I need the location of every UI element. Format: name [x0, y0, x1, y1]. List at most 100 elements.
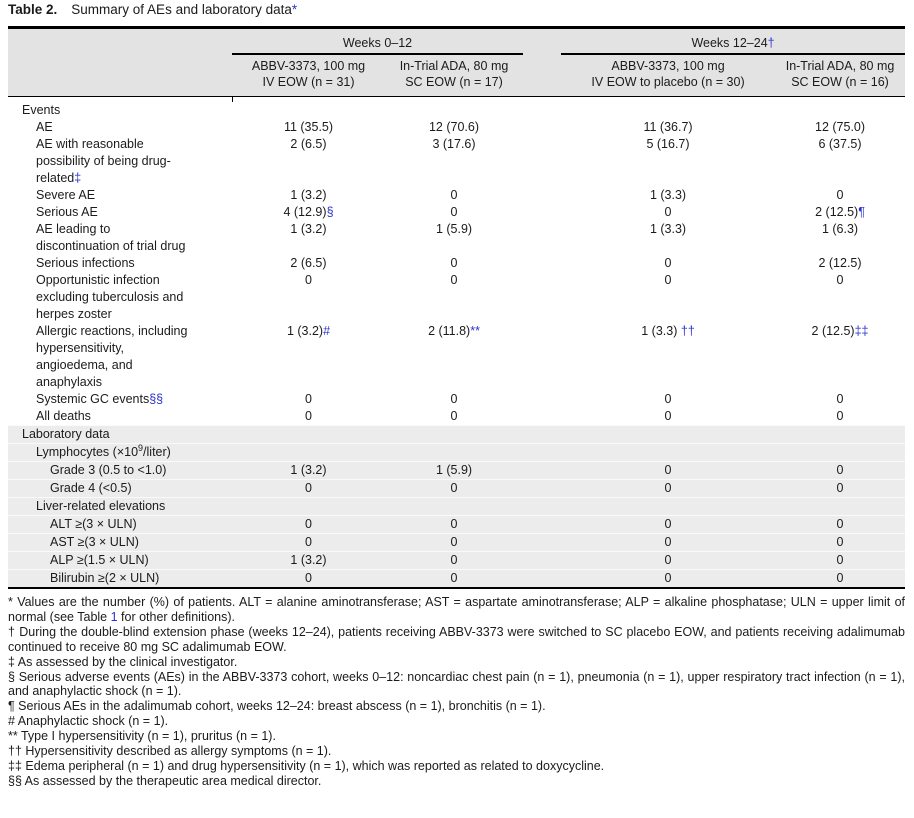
value-cell: 0: [836, 409, 844, 423]
value-cell: 0: [775, 551, 906, 570]
value-cell: 1 (5.9): [435, 222, 473, 236]
value-cell: 0: [385, 569, 524, 588]
row-label: AST ≥(3 × ULN): [8, 533, 232, 552]
value-cell: 0: [664, 392, 672, 406]
footnote-section: § Serious adverse events (AEs) in the AB…: [8, 669, 905, 699]
table-row-grade-4: Grade 4 (<0.5) 0 0 0 0: [8, 479, 906, 498]
value-cell: 4 (12.9)§: [283, 205, 334, 219]
table-1-link[interactable]: 1: [110, 609, 118, 624]
row-label: Systemic GC events§§: [36, 392, 164, 406]
value-cell: 0: [664, 256, 672, 270]
value-cell: 1 (3.2): [232, 461, 385, 480]
footnote-double-dagger2: †† Hypersensitivity described as allergy…: [8, 744, 332, 759]
value-cell: 0: [450, 409, 458, 423]
value-cell: 0: [523, 551, 776, 570]
value-cell: 0: [385, 515, 524, 534]
value-cell: 0: [523, 515, 776, 534]
table-number-label: Table 2.: [8, 2, 58, 17]
value-cell: 0: [232, 569, 385, 588]
table-body: Events AE 11 (35.5) 12 (70.6) 11 (36.7) …: [8, 96, 906, 588]
value-cell: 11 (35.5): [283, 120, 334, 134]
footnote-marker-link[interactable]: §§: [149, 392, 164, 406]
value-cell: 0: [664, 409, 672, 423]
value-cell: 1 (3.3) ††: [641, 324, 695, 338]
value-cell: 0: [775, 515, 906, 534]
table-row-all-deaths: All deaths 0 0 0 0: [8, 408, 905, 426]
table-row-grade-3: Grade 3 (0.5 to <1.0) 1 (3.2) 1 (5.9) 0 …: [8, 461, 906, 480]
table-row-severe-ae: Severe AE 1 (3.2) 0 1 (3.3) 0: [8, 187, 905, 204]
value-cell: 0: [305, 392, 312, 406]
subheader-row-lymphocytes: Lymphocytes (×109/liter): [8, 443, 906, 462]
footnote-marker-link[interactable]: †: [767, 36, 775, 50]
section-label: Laboratory data: [8, 425, 906, 444]
value-cell: 0: [523, 569, 776, 588]
table-row-ae-drug-related: AE with reasonable possibility of being …: [8, 136, 905, 187]
row-label: Serious infections: [36, 256, 135, 270]
footnotes: * Values are the number (%) of patients.…: [8, 595, 905, 789]
column-tick-row: [8, 96, 905, 102]
value-cell: 0: [232, 515, 385, 534]
table-caption: Table 2. Summary of AEs and laboratory da…: [8, 2, 905, 17]
value-cell: 2 (6.5): [290, 137, 327, 151]
value-cell: 0: [523, 479, 776, 498]
value-cell: 5 (16.7): [646, 137, 690, 151]
caption-asterisk-link[interactable]: *: [291, 2, 298, 17]
table-row-ae-discontinuation: AE leading to discontinuation of trial d…: [8, 221, 905, 255]
footnote-marker-link[interactable]: ††: [677, 324, 695, 338]
value-cell: 0: [836, 392, 844, 406]
stub-header-cell: [8, 55, 232, 97]
value-cell: 0: [450, 188, 458, 202]
value-cell: 0: [385, 551, 524, 570]
table-title-text: Summary of AEs and laboratory data: [71, 2, 292, 17]
paper-table-figure: Table 2. Summary of AEs and laboratory da…: [8, 2, 906, 789]
row-label: All deaths: [36, 409, 91, 423]
value-cell: 2 (12.5): [818, 256, 862, 270]
value-cell: 1 (6.3): [821, 222, 859, 236]
table-row-allergic-reactions: Allergic reactions, including hypersensi…: [8, 323, 905, 391]
value-cell: 1 (3.2): [290, 188, 327, 202]
value-cell: 2 (12.5)¶: [815, 205, 865, 219]
table-row-serious-ae: Serious AE 4 (12.9)§ 0 0 2 (12.5)¶: [8, 204, 905, 221]
row-label: Lymphocytes (×109/liter): [8, 443, 232, 462]
value-cell: 0: [775, 461, 906, 480]
value-cell: 12 (70.6): [428, 120, 480, 134]
footnote-double-section: §§ As assessed by the therapeutic area m…: [8, 773, 322, 788]
value-cell: 12 (75.0): [815, 120, 866, 134]
value-cell: 1 (5.9): [385, 461, 524, 480]
row-label: Severe AE: [36, 188, 96, 202]
value-cell: 1 (3.3): [649, 222, 687, 236]
value-cell: 0: [836, 188, 844, 202]
footnote-marker-link[interactable]: §: [326, 205, 334, 219]
group-label: Weeks 12–24: [691, 36, 768, 50]
footnote-marker-link[interactable]: ‡‡: [854, 324, 869, 338]
value-cell: 0: [523, 533, 776, 552]
table-row-opportunistic-infection: Opportunistic infection excluding tuberc…: [8, 272, 905, 323]
value-cell: 11 (36.7): [643, 120, 693, 134]
col-group-weeks-12-24: Weeks 12–24†: [523, 27, 906, 55]
row-label: Liver-related elevations: [8, 497, 232, 516]
section-row-events: Events: [8, 102, 905, 119]
row-label: AE: [36, 120, 53, 134]
value-cell: 6 (37.5): [818, 137, 862, 151]
footnote-marker-link[interactable]: #: [323, 324, 331, 338]
group-header-row: Weeks 0–12 Weeks 12–24†: [8, 27, 906, 55]
value-cell: 2 (12.5)‡‡: [811, 324, 869, 338]
row-label: Opportunistic infection excluding tuberc…: [36, 273, 184, 321]
footnote-marker-link[interactable]: **: [470, 324, 480, 338]
row-label: Grade 3 (0.5 to <1.0): [8, 461, 232, 480]
footnote-marker-link[interactable]: ‡: [74, 171, 82, 185]
group-label: Weeks 0–12: [342, 36, 413, 50]
value-cell: 1 (3.2): [232, 551, 385, 570]
footnote-marker-link[interactable]: ¶: [858, 205, 865, 219]
table-row-bilirubin: Bilirubin ≥(2 × ULN) 0 0 0 0: [8, 569, 906, 588]
value-cell: 0: [664, 205, 672, 219]
row-label: Bilirubin ≥(2 × ULN): [8, 569, 232, 588]
table-row-alp: ALP ≥(1.5 × ULN) 1 (3.2) 0 0 0: [8, 551, 906, 570]
footnote-double-ddagger: ‡‡ Edema peripheral (n = 1) and drug hyp…: [8, 758, 605, 773]
value-cell: 1 (3.3): [649, 188, 687, 202]
table-row-ast: AST ≥(3 × ULN) 0 0 0 0: [8, 533, 906, 552]
value-cell: 0: [305, 409, 312, 423]
value-cell: 0: [836, 273, 844, 287]
footnote-double-dagger: ‡ As assessed by the clinical investigat…: [8, 654, 238, 669]
column-header-ada-w12-24: In-Trial ADA, 80 mg SC EOW (n = 16): [775, 55, 906, 97]
